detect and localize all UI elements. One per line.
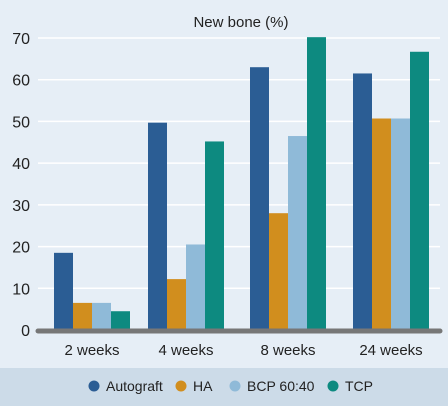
legend-marker — [175, 380, 187, 392]
y-tick-label: 70 — [12, 31, 30, 48]
bar-tcp-2-weeks — [111, 311, 130, 330]
legend-label: TCP — [345, 378, 373, 394]
bar-autograft-4-weeks — [148, 122, 167, 331]
legend-marker — [229, 380, 241, 392]
y-tick-label: 60 — [12, 73, 30, 90]
bar-ha-8-weeks — [269, 213, 288, 330]
legend-item: Autograft — [88, 378, 163, 394]
bar-autograft-8-weeks — [250, 67, 269, 330]
bar-bcp-60-40-4-weeks — [186, 244, 205, 330]
legend-marker — [88, 380, 100, 392]
bar-bcp-60-40-24-weeks — [391, 118, 410, 330]
legend-item: TCP — [327, 378, 373, 394]
bar-autograft-2-weeks — [54, 252, 73, 330]
bar-bcp-60-40-8-weeks — [288, 136, 307, 330]
x-category-label: 8 weeks — [260, 342, 315, 359]
legend-item: BCP 60:40 — [229, 378, 315, 394]
bar-tcp-8-weeks — [307, 37, 326, 331]
x-category-label: 24 weeks — [359, 342, 422, 359]
legend-background — [0, 368, 448, 406]
bar-tcp-24-weeks — [410, 51, 429, 330]
y-axis-ticks: 0 10 20 30 40 50 60 70 — [12, 31, 30, 340]
y-tick-label: 0 — [21, 323, 30, 340]
legend-label: Autograft — [106, 378, 163, 394]
legend-marker — [327, 380, 339, 392]
bar-bcp-60-40-2-weeks — [92, 302, 111, 330]
bar-ha-2-weeks — [73, 302, 92, 330]
bar-ha-24-weeks — [372, 118, 391, 330]
chart-title: New bone (%) — [193, 14, 288, 31]
y-tick-label: 50 — [12, 114, 30, 131]
legend-item: HA — [175, 378, 213, 394]
x-category-label: 2 weeks — [64, 342, 119, 359]
y-tick-label: 20 — [12, 240, 30, 257]
legend-label: BCP 60:40 — [247, 378, 315, 394]
x-axis-categories: 2 weeks 4 weeks 8 weeks 24 weeks — [64, 342, 422, 359]
legend: Autograft HA BCP 60:40 TCP — [88, 378, 373, 394]
bar-ha-4-weeks — [167, 279, 186, 330]
y-tick-label: 30 — [12, 198, 30, 215]
gridlines — [38, 37, 440, 290]
y-tick-label: 10 — [12, 281, 30, 298]
x-category-label: 4 weeks — [158, 342, 213, 359]
bar-tcp-4-weeks — [205, 141, 224, 330]
y-tick-label: 40 — [12, 156, 30, 173]
legend-label: HA — [193, 378, 213, 394]
bars — [54, 37, 429, 331]
bar-autograft-24-weeks — [353, 73, 372, 330]
